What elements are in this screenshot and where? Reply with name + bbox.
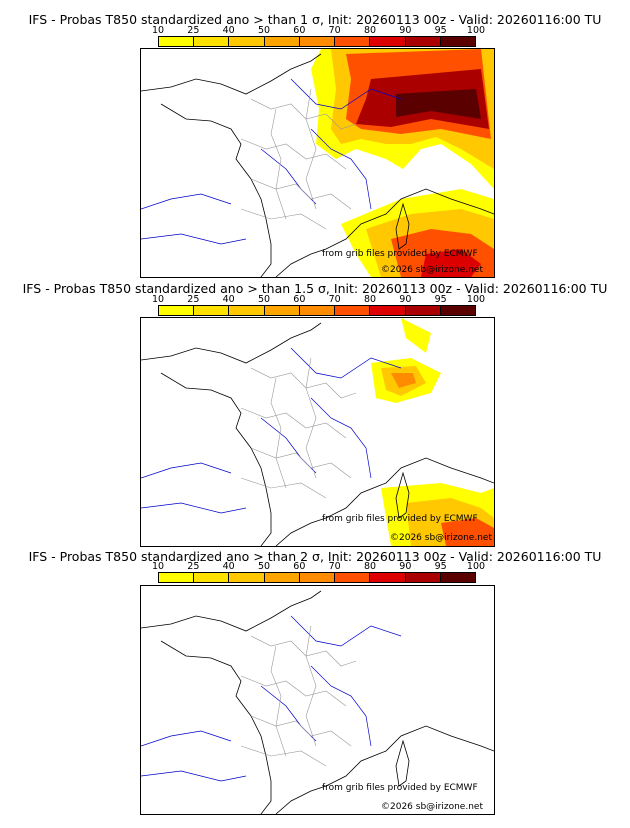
colorbar-swatch: [370, 37, 406, 46]
colorbar-tick-label: 10: [151, 561, 165, 572]
colorbar-swatches: [158, 305, 476, 316]
colorbar-tick-label: 40: [222, 294, 235, 305]
panel-1-title: IFS - Probas T850 standardized ano > tha…: [28, 12, 602, 27]
colorbar-tick-label: 60: [293, 294, 306, 305]
panel-2-colorbar: 10 25 40 50 60 70 80 90 95 100: [152, 294, 485, 316]
colorbar-tick-label: 10: [151, 294, 165, 305]
panel-1-credit-copyright: ©2026 sb@irizone.net: [381, 265, 483, 275]
borders: [240, 357, 357, 499]
panel-2-credit-copyright: ©2026 sb@irizone.net: [390, 533, 492, 543]
colorbar-tick-label: 70: [328, 561, 341, 572]
colorbar-swatch: [335, 573, 371, 582]
colorbar-swatch: [229, 306, 265, 315]
panel-2-credit-source: from grib files provided by ECMWF: [322, 514, 478, 524]
colorbar-swatches: [158, 572, 476, 583]
colorbar-swatch: [440, 37, 475, 46]
colorbar-tick-label: 95: [434, 25, 447, 36]
panel-1-colorbar: 10 25 40 50 60 70 80 90 95 100: [152, 25, 485, 47]
coastlines: [141, 322, 494, 546]
colorbar-tick-label: 90: [399, 561, 412, 572]
colorbar-tick-label: 50: [257, 25, 271, 36]
colorbar-swatch: [229, 573, 265, 582]
colorbar-swatch: [159, 306, 195, 315]
colorbar-swatch: [370, 306, 406, 315]
colorbar-swatch: [440, 306, 475, 315]
colorbar-swatch: [194, 573, 230, 582]
coastlines: [141, 53, 494, 277]
colorbar-tick-label: 25: [187, 294, 200, 305]
colorbar-swatch: [440, 573, 475, 582]
coastlines: [141, 590, 494, 814]
panel-2-title: IFS - Probas T850 standardized ano > tha…: [22, 281, 608, 296]
colorbar-swatch: [335, 306, 371, 315]
colorbar-ticks: 10 25 40 50 60 70 80 90 95 100: [152, 561, 485, 572]
panel-3-credit-copyright: ©2026 sb@irizone.net: [381, 802, 483, 812]
colorbar-tick-label: 70: [328, 294, 341, 305]
colorbar-swatch: [159, 573, 195, 582]
panel-3-credit-source: from grib files provided by ECMWF: [322, 783, 478, 793]
colorbar-tick-label: 70: [328, 25, 341, 36]
colorbar-tick-label: 25: [187, 25, 200, 36]
panel-3-map: [140, 585, 495, 815]
colorbar-swatch: [229, 37, 265, 46]
colorbar-tick-label: 50: [257, 561, 271, 572]
colorbar-swatch: [299, 37, 336, 46]
colorbar-swatch: [194, 37, 230, 46]
colorbar-tick-label: 95: [434, 561, 447, 572]
colorbar-swatch: [299, 573, 336, 582]
colorbar-tick-label: 50: [257, 294, 271, 305]
colorbar-tick-label: 80: [363, 294, 377, 305]
colorbar-tick-label: 90: [399, 294, 412, 305]
colorbar-swatch: [159, 37, 195, 46]
probability-shading: [371, 318, 494, 546]
colorbar-swatch: [194, 306, 230, 315]
borders: [240, 88, 357, 230]
panel-2-map: [140, 317, 495, 547]
colorbar-swatch: [264, 306, 300, 315]
colorbar-tick-label: 90: [399, 25, 412, 36]
colorbar-swatch: [335, 37, 371, 46]
panel-3-colorbar: 10 25 40 50 60 70 80 90 95 100: [152, 561, 485, 583]
colorbar-tick-label: 60: [293, 561, 306, 572]
panel-3-title: IFS - Probas T850 standardized ano > tha…: [28, 549, 602, 564]
panel-1-map: [140, 48, 495, 278]
colorbar-tick-label: 80: [363, 25, 377, 36]
probability-shading: [311, 49, 494, 277]
colorbar-swatch: [405, 37, 441, 46]
rivers: [141, 615, 402, 782]
borders: [240, 625, 357, 767]
colorbar-ticks: 10 25 40 50 60 70 80 90 95 100: [152, 25, 485, 36]
colorbar-tick-label: 100: [466, 561, 486, 572]
colorbar-swatch: [264, 37, 300, 46]
colorbar-swatches: [158, 36, 476, 47]
colorbar-ticks: 10 25 40 50 60 70 80 90 95 100: [152, 294, 485, 305]
colorbar-swatch: [264, 573, 300, 582]
colorbar-tick-label: 80: [363, 561, 377, 572]
colorbar-tick-label: 100: [466, 294, 486, 305]
colorbar-tick-label: 60: [293, 25, 306, 36]
colorbar-swatch: [299, 306, 336, 315]
colorbar-tick-label: 95: [434, 294, 447, 305]
colorbar-tick-label: 40: [222, 561, 235, 572]
colorbar-tick-label: 40: [222, 25, 235, 36]
colorbar-tick-label: 10: [151, 25, 165, 36]
rivers: [141, 347, 402, 514]
panel-1-credit-source: from grib files provided by ECMWF: [322, 249, 478, 259]
colorbar-swatch: [405, 573, 441, 582]
colorbar-tick-label: 25: [187, 561, 200, 572]
colorbar-tick-label: 100: [466, 25, 486, 36]
colorbar-swatch: [405, 306, 441, 315]
colorbar-swatch: [370, 573, 406, 582]
